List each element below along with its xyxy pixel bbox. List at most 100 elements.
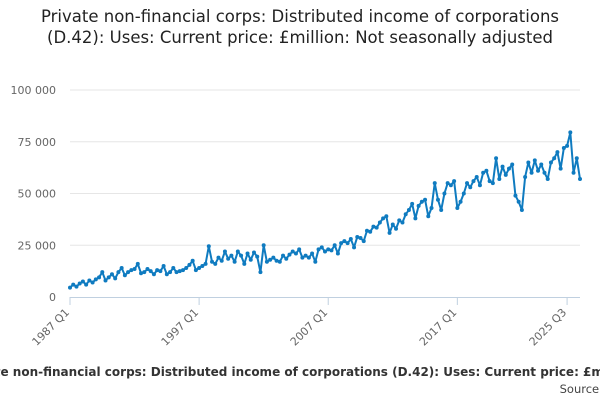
data-point[interactable] bbox=[235, 249, 240, 254]
data-point[interactable] bbox=[142, 270, 147, 275]
data-point[interactable] bbox=[410, 201, 415, 206]
data-point[interactable] bbox=[281, 253, 286, 258]
data-point[interactable] bbox=[232, 259, 237, 264]
data-point[interactable] bbox=[423, 197, 428, 202]
data-point[interactable] bbox=[197, 266, 202, 271]
data-point[interactable] bbox=[203, 261, 208, 266]
data-point[interactable] bbox=[229, 253, 234, 258]
data-point[interactable] bbox=[316, 247, 321, 252]
data-point[interactable] bbox=[381, 216, 386, 221]
data-point[interactable] bbox=[506, 166, 511, 171]
data-point[interactable] bbox=[109, 272, 114, 277]
data-point[interactable] bbox=[429, 205, 434, 210]
data-point[interactable] bbox=[426, 214, 431, 219]
data-point[interactable] bbox=[106, 275, 111, 280]
data-point[interactable] bbox=[116, 270, 121, 275]
data-point[interactable] bbox=[526, 160, 531, 165]
data-point[interactable] bbox=[290, 249, 295, 254]
data-point[interactable] bbox=[239, 253, 244, 258]
data-point[interactable] bbox=[242, 261, 247, 266]
data-point[interactable] bbox=[145, 267, 150, 272]
data-point[interactable] bbox=[445, 181, 450, 186]
data-point[interactable] bbox=[439, 208, 444, 213]
data-point[interactable] bbox=[216, 255, 221, 260]
data-point[interactable] bbox=[222, 249, 227, 254]
data-point[interactable] bbox=[458, 199, 463, 204]
data-point[interactable] bbox=[248, 257, 253, 262]
data-point[interactable] bbox=[561, 145, 566, 150]
data-point[interactable] bbox=[394, 226, 399, 231]
data-point[interactable] bbox=[368, 229, 373, 234]
data-point[interactable] bbox=[126, 270, 131, 275]
data-point[interactable] bbox=[390, 222, 395, 227]
data-point[interactable] bbox=[448, 183, 453, 188]
data-point[interactable] bbox=[226, 256, 231, 261]
data-point[interactable] bbox=[151, 272, 156, 277]
data-point[interactable] bbox=[135, 261, 140, 266]
data-point[interactable] bbox=[184, 266, 189, 271]
data-point[interactable] bbox=[442, 191, 447, 196]
legend[interactable]: Private non-financial corps: Distributed… bbox=[0, 365, 600, 379]
data-point[interactable] bbox=[513, 193, 518, 198]
data-point[interactable] bbox=[413, 216, 418, 221]
data-point[interactable] bbox=[158, 269, 163, 274]
data-point[interactable] bbox=[374, 225, 379, 230]
data-point[interactable] bbox=[174, 270, 179, 275]
data-point[interactable] bbox=[97, 275, 102, 280]
data-point[interactable] bbox=[468, 185, 473, 190]
data-point[interactable] bbox=[206, 244, 211, 249]
data-point[interactable] bbox=[332, 243, 337, 248]
data-point[interactable] bbox=[487, 179, 492, 184]
data-point[interactable] bbox=[319, 245, 324, 250]
data-point[interactable] bbox=[503, 172, 508, 177]
data-point[interactable] bbox=[245, 251, 250, 256]
data-point[interactable] bbox=[187, 262, 192, 267]
data-point[interactable] bbox=[326, 247, 331, 252]
data-point[interactable] bbox=[161, 263, 166, 268]
data-point[interactable] bbox=[484, 168, 489, 173]
data-point[interactable] bbox=[342, 239, 347, 244]
data-point[interactable] bbox=[406, 208, 411, 213]
data-point[interactable] bbox=[400, 220, 405, 225]
data-point[interactable] bbox=[345, 241, 350, 246]
data-point[interactable] bbox=[306, 255, 311, 260]
data-point[interactable] bbox=[303, 253, 308, 258]
data-point[interactable] bbox=[536, 168, 541, 173]
data-point[interactable] bbox=[84, 282, 89, 287]
data-point[interactable] bbox=[384, 214, 389, 219]
data-point[interactable] bbox=[90, 280, 95, 285]
data-point[interactable] bbox=[416, 203, 421, 208]
data-point[interactable] bbox=[129, 268, 134, 273]
data-point[interactable] bbox=[548, 160, 553, 165]
data-point[interactable] bbox=[148, 269, 153, 274]
data-point[interactable] bbox=[323, 249, 327, 254]
data-point[interactable] bbox=[539, 162, 544, 167]
data-point[interactable] bbox=[348, 237, 353, 242]
data-point[interactable] bbox=[532, 158, 537, 163]
data-point[interactable] bbox=[274, 258, 279, 263]
data-point[interactable] bbox=[574, 156, 579, 161]
data-point[interactable] bbox=[180, 268, 185, 273]
data-point[interactable] bbox=[403, 212, 408, 217]
data-point[interactable] bbox=[80, 279, 85, 284]
data-point[interactable] bbox=[200, 263, 205, 268]
data-point[interactable] bbox=[103, 278, 108, 283]
data-point[interactable] bbox=[93, 277, 98, 282]
data-point[interactable] bbox=[77, 281, 82, 286]
data-point[interactable] bbox=[251, 250, 256, 255]
data-point[interactable] bbox=[516, 199, 521, 204]
data-point[interactable] bbox=[190, 258, 195, 263]
data-point[interactable] bbox=[268, 257, 273, 262]
data-point[interactable] bbox=[545, 177, 550, 182]
data-point[interactable] bbox=[481, 170, 486, 175]
data-point[interactable] bbox=[352, 245, 357, 250]
data-point[interactable] bbox=[122, 273, 127, 278]
data-point[interactable] bbox=[261, 243, 266, 248]
data-point[interactable] bbox=[71, 282, 76, 287]
data-point[interactable] bbox=[155, 268, 160, 273]
data-point[interactable] bbox=[284, 256, 289, 261]
data-point[interactable] bbox=[578, 177, 582, 182]
data-point[interactable] bbox=[474, 174, 479, 179]
data-point[interactable] bbox=[87, 278, 92, 283]
data-point[interactable] bbox=[355, 234, 360, 239]
